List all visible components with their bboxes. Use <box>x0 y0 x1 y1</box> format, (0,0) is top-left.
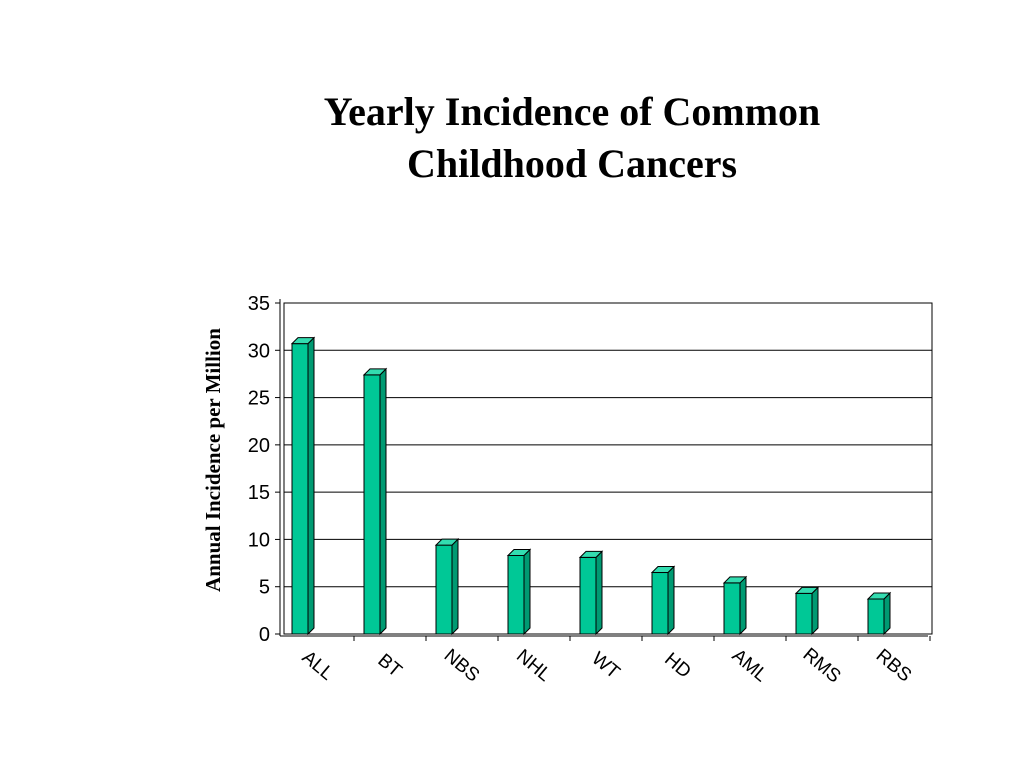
y-tick-label: 25 <box>248 388 270 410</box>
chart-title: Yearly Incidence of Common Childhood Can… <box>0 86 1024 190</box>
bar-front <box>651 572 669 635</box>
bar-all <box>290 336 316 636</box>
y-tick-label: 20 <box>248 435 270 457</box>
bar-top <box>434 538 460 546</box>
x-axis-labels: ALL BT NBS NHL WT HD AML RMS RBS <box>298 636 931 687</box>
bar-nbs <box>434 537 460 636</box>
chart-title-line-1: Yearly Incidence of Common <box>323 89 821 134</box>
bar-top <box>506 549 532 557</box>
y-tick-label: 15 <box>248 482 270 504</box>
y-axis-ticks: 0 5 10 15 20 25 30 35 <box>248 293 280 646</box>
bar-front <box>795 592 813 635</box>
bar-top <box>794 586 820 594</box>
bar-side <box>307 336 315 636</box>
bar-top <box>290 337 316 345</box>
gridlines <box>284 302 932 588</box>
bar-top <box>578 550 604 558</box>
plot-border <box>283 302 933 635</box>
bar-front <box>579 556 597 635</box>
bar-side <box>811 586 819 636</box>
bar-front <box>435 544 453 635</box>
bar-wt <box>578 550 604 636</box>
bar-front <box>363 374 381 635</box>
x-tick-label: HD <box>660 649 695 683</box>
bar-rms <box>794 586 820 636</box>
x-tick-label: ALL <box>298 647 337 685</box>
bar-side <box>379 367 387 636</box>
bar-front <box>291 343 309 635</box>
bar-front <box>867 598 885 635</box>
bar-nhl <box>506 548 532 636</box>
x-tick-label: NBS <box>440 645 483 686</box>
y-tick-label: 0 <box>259 624 270 646</box>
bar-top <box>722 576 748 584</box>
bar-top <box>362 368 388 376</box>
chart-title-line-2: Childhood Cancers <box>406 141 738 186</box>
bar-front <box>507 555 525 635</box>
x-tick-label: RMS <box>799 644 845 687</box>
bar-side <box>739 575 747 636</box>
y-axis-title: Annual Incidence per Million <box>201 328 225 592</box>
bar-top <box>650 566 676 574</box>
x-tick-label: WT <box>587 648 623 683</box>
x-tick-label: BT <box>373 650 405 682</box>
bar-side <box>595 550 603 636</box>
y-tick-label: 35 <box>248 293 270 315</box>
bar-side <box>523 548 531 636</box>
y-tick-label: 10 <box>248 529 270 551</box>
x-tick-label: RBS <box>872 645 915 686</box>
bar-bt <box>362 367 388 636</box>
bar-hd <box>650 565 676 636</box>
bar-side <box>451 537 459 636</box>
x-tick-label: NHL <box>512 646 555 687</box>
bar-front <box>723 582 741 635</box>
bar-rbs <box>866 591 892 636</box>
bar-aml <box>722 575 748 636</box>
bar-top <box>866 592 892 600</box>
bar-side <box>883 591 891 636</box>
bar-side <box>667 565 675 636</box>
y-tick-label: 5 <box>259 577 270 599</box>
x-tick-label: AML <box>728 645 771 686</box>
plot-area <box>279 299 933 637</box>
y-tick-label: 30 <box>248 340 270 362</box>
bars <box>290 336 892 636</box>
